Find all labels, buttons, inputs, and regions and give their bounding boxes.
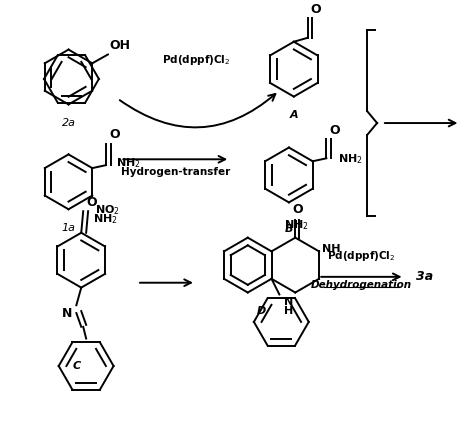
Text: 3a: 3a — [416, 270, 433, 283]
Text: Pd(dppf)Cl$_2$: Pd(dppf)Cl$_2$ — [327, 249, 396, 263]
Text: O: O — [329, 124, 340, 137]
Text: C: C — [73, 361, 81, 371]
Text: 2a: 2a — [62, 118, 75, 128]
Text: OH: OH — [109, 39, 130, 52]
Text: NH$_2$: NH$_2$ — [284, 218, 309, 232]
Text: A: A — [290, 110, 298, 120]
Text: O: O — [86, 196, 97, 209]
Text: NH$_2$: NH$_2$ — [116, 156, 140, 170]
Text: NH$_2$: NH$_2$ — [338, 152, 363, 166]
Text: H: H — [284, 306, 293, 316]
Text: O: O — [109, 128, 119, 141]
Text: NO$_2$: NO$_2$ — [95, 204, 120, 217]
Text: N: N — [62, 307, 73, 320]
Text: NH: NH — [322, 244, 340, 255]
Text: Dehydrogenation: Dehydrogenation — [311, 280, 412, 290]
Text: N: N — [284, 297, 293, 307]
Text: O: O — [310, 3, 321, 16]
Text: Hydrogen-transfer: Hydrogen-transfer — [121, 167, 230, 177]
Text: O: O — [292, 203, 302, 216]
Text: NH$_2$: NH$_2$ — [93, 212, 118, 226]
Text: 1a: 1a — [62, 223, 75, 233]
Text: D: D — [257, 306, 266, 316]
Text: Pd(dppf)Cl$_2$: Pd(dppf)Cl$_2$ — [162, 53, 230, 67]
Text: B: B — [285, 224, 293, 234]
